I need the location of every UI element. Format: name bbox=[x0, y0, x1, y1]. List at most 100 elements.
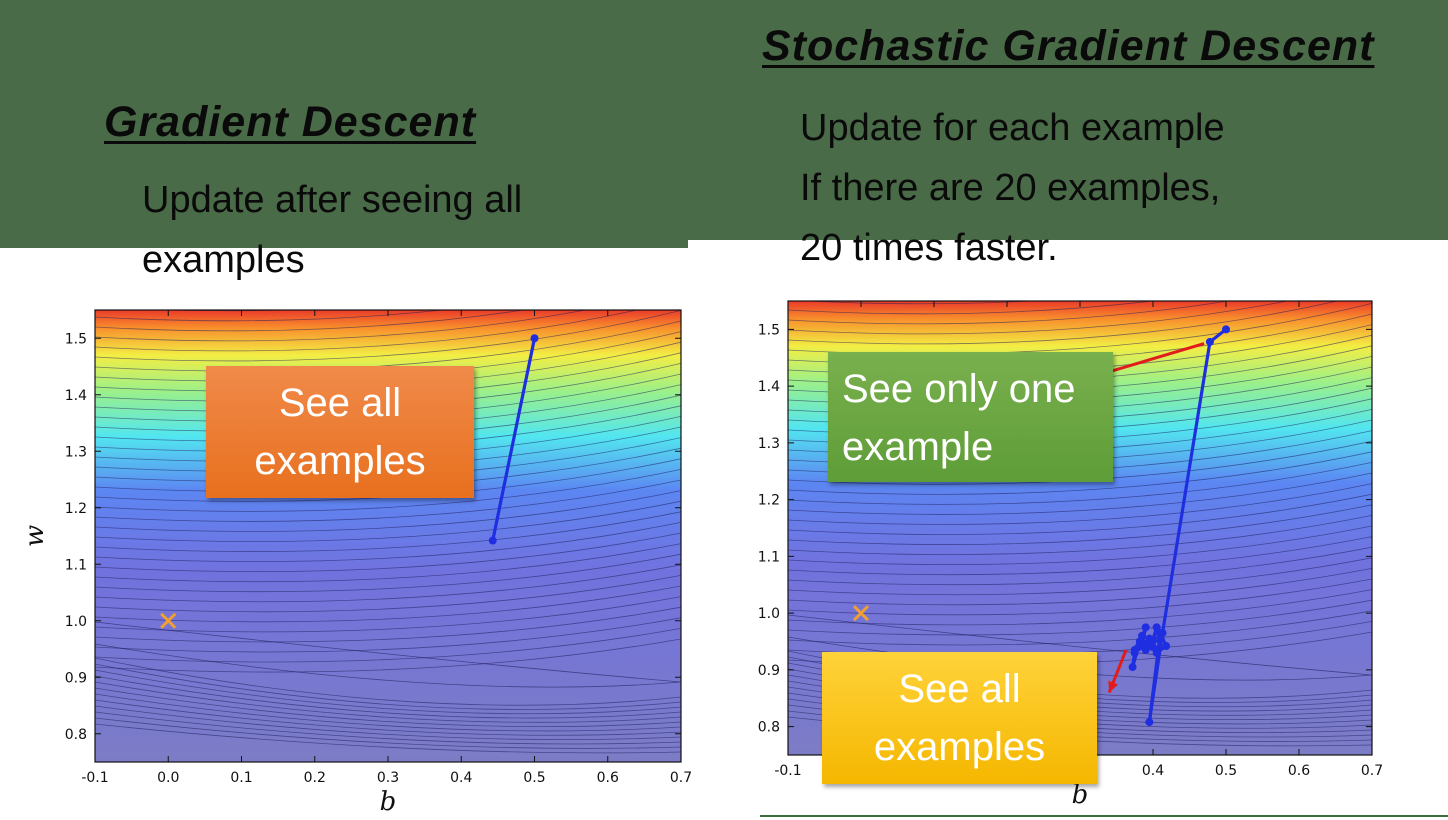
divider-line bbox=[760, 815, 1448, 817]
contour-line bbox=[95, 564, 681, 603]
sgd-desc-line: Update for each example bbox=[800, 107, 1225, 149]
contour-line bbox=[95, 500, 681, 542]
contour-line bbox=[95, 310, 446, 322]
contour-line bbox=[95, 717, 681, 749]
contour-line bbox=[788, 472, 1372, 515]
x-tick-label: 0.5 bbox=[523, 770, 545, 786]
contour-line bbox=[788, 546, 1372, 586]
y-tick-label: 0.9 bbox=[758, 663, 780, 679]
callout-line: See all bbox=[278, 381, 402, 425]
contour-line bbox=[95, 723, 681, 754]
contour-line bbox=[95, 490, 681, 532]
gd-desc-line: Update after seeing all bbox=[142, 179, 523, 221]
y-tick-label: 1.2 bbox=[758, 493, 780, 509]
gd-callout-see-all: See all examples bbox=[206, 366, 474, 498]
y-tick-label: 1.5 bbox=[758, 322, 780, 338]
descent-point bbox=[1152, 648, 1161, 657]
callout-arrowhead bbox=[1108, 680, 1119, 693]
y-tick-label: 1.3 bbox=[758, 436, 780, 452]
contour-line bbox=[788, 301, 1339, 345]
x-tick-label: 0.4 bbox=[450, 770, 472, 786]
callout-line: See only one bbox=[842, 367, 1076, 411]
x-tick-label: 0.3 bbox=[377, 770, 399, 786]
descent-point bbox=[1135, 637, 1144, 646]
x-tick-label: 0.5 bbox=[1215, 763, 1237, 779]
contour-line bbox=[95, 669, 681, 715]
x-axis-label: b bbox=[380, 787, 397, 817]
y-tick-label: 1.0 bbox=[65, 614, 87, 630]
y-tick-label: 1.4 bbox=[758, 379, 780, 395]
contour-line bbox=[788, 578, 1372, 616]
descent-point bbox=[1205, 337, 1214, 346]
gd-description: Update after seeing all examples bbox=[142, 170, 522, 290]
callout-line: example bbox=[842, 425, 994, 469]
callout-line: examples bbox=[873, 725, 1046, 769]
contour-line bbox=[95, 585, 681, 623]
descent-point bbox=[1162, 642, 1171, 651]
y-tick-label: 0.9 bbox=[65, 670, 87, 686]
contour-line bbox=[95, 310, 681, 362]
descent-point bbox=[1152, 623, 1161, 632]
y-tick-label: 1.1 bbox=[758, 549, 780, 565]
descent-point bbox=[1141, 623, 1150, 632]
target-marker bbox=[160, 612, 177, 629]
contour-line bbox=[95, 663, 681, 710]
descent-point bbox=[530, 334, 539, 343]
contour-line bbox=[95, 532, 681, 573]
gd-desc-line: examples bbox=[142, 239, 305, 281]
contour-line bbox=[95, 687, 681, 728]
descent-point bbox=[1145, 634, 1154, 643]
x-tick-label: 0.1 bbox=[230, 770, 252, 786]
contour-line bbox=[95, 522, 681, 562]
target-marker bbox=[852, 605, 870, 622]
y-tick-label: 1.3 bbox=[65, 444, 87, 460]
y-tick-label: 1.1 bbox=[65, 557, 87, 573]
sgd-desc-line: 20 times faster. bbox=[800, 227, 1058, 269]
y-tick-label: 1.4 bbox=[65, 388, 87, 404]
sgd-callout-see-one: See only one example bbox=[828, 352, 1113, 482]
contour-line bbox=[95, 543, 681, 583]
descent-point bbox=[1130, 648, 1139, 657]
x-tick-label: 0.6 bbox=[1288, 763, 1310, 779]
descent-point bbox=[1156, 634, 1165, 643]
contour-line bbox=[788, 536, 1372, 576]
contour-line bbox=[788, 493, 1372, 535]
contour-line bbox=[788, 515, 1372, 555]
x-tick-label: -0.1 bbox=[81, 770, 108, 786]
x-tick-label: 0.7 bbox=[1361, 763, 1383, 779]
x-tick-label: 0.4 bbox=[1142, 763, 1164, 779]
x-tick-label: 0.6 bbox=[597, 770, 619, 786]
contour-line bbox=[95, 479, 681, 522]
y-tick-label: 1.2 bbox=[65, 501, 87, 517]
x-tick-label: 0.0 bbox=[157, 770, 179, 786]
contour-line bbox=[95, 469, 681, 512]
contour-line bbox=[788, 599, 1372, 636]
descent-point bbox=[1156, 628, 1165, 637]
gd-heading: Gradient Descent bbox=[104, 98, 477, 146]
contour-line bbox=[95, 621, 681, 688]
contour-line bbox=[95, 675, 681, 719]
contour-line bbox=[788, 451, 1372, 495]
sgd-callout-see-all: See all examples bbox=[822, 652, 1097, 784]
left-header-band bbox=[0, 0, 688, 248]
right-header-band bbox=[688, 0, 1448, 240]
contour-line bbox=[788, 557, 1372, 596]
contour-line bbox=[788, 504, 1372, 545]
contour-line bbox=[95, 681, 681, 723]
contour-line bbox=[799, 301, 1038, 305]
x-tick-label: 0.2 bbox=[304, 770, 326, 786]
contour-line bbox=[788, 483, 1372, 525]
descent-point bbox=[1149, 643, 1157, 652]
contour-line bbox=[95, 638, 681, 673]
contour-line bbox=[95, 657, 681, 706]
descent-point bbox=[488, 536, 497, 545]
descent-point bbox=[1145, 718, 1154, 727]
contour-line bbox=[788, 301, 1231, 325]
gd-contour-plot: -0.1 0.0 0.1 0.2 0.3 0.4 0.5 0.6 0.7 0.8 0.9 1.0 1.1… bbox=[20, 309, 692, 817]
y-tick-label: 0.8 bbox=[65, 727, 87, 743]
contour-line bbox=[95, 553, 681, 593]
descent-point bbox=[1222, 325, 1230, 334]
contour-line bbox=[788, 610, 1372, 646]
sgd-heading: Stochastic Gradient Descent bbox=[762, 22, 1375, 70]
contour-line bbox=[95, 628, 681, 663]
